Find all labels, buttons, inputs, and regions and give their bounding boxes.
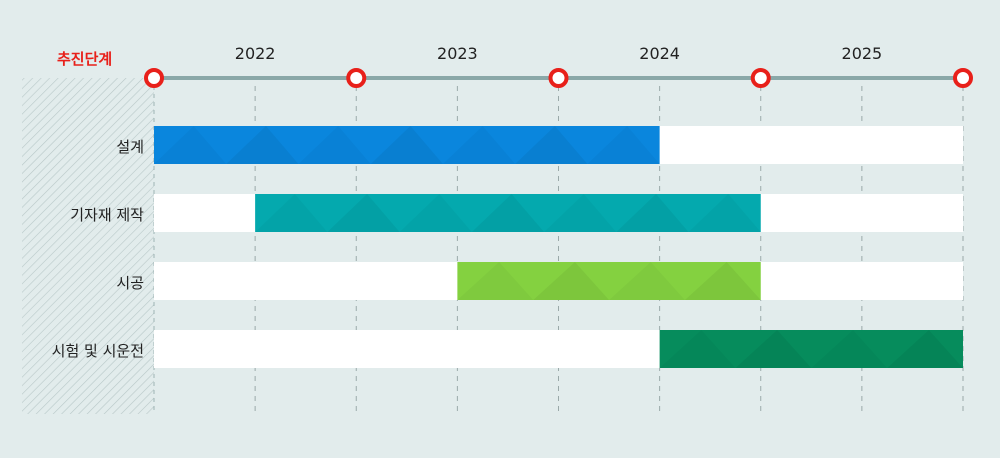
task-bar-facet (887, 330, 963, 368)
task-bar (154, 126, 660, 164)
task-bar-facet (533, 262, 610, 300)
task-bar-facet (684, 262, 761, 300)
task-bar-facet (471, 194, 545, 232)
task-bar-facet (735, 330, 812, 368)
task-bar-facet (616, 194, 689, 232)
year-label: 2024 (639, 44, 680, 63)
task-label: 시공 (116, 274, 144, 292)
task-bar-facet (327, 194, 400, 232)
task-bar (255, 194, 761, 232)
milestone-marker (953, 68, 973, 88)
task-label: 설계 (116, 138, 144, 156)
year-label: 2025 (841, 44, 883, 63)
stage-title: 추진단계 (57, 50, 113, 68)
task-bar-facet (226, 126, 299, 164)
label-panel-hatch (22, 78, 154, 414)
milestone-marker (750, 68, 771, 88)
task-label: 시험 및 시운전 (51, 342, 144, 360)
task-label: 기자재 제작 (70, 206, 144, 224)
task-bar-facet (370, 126, 443, 164)
year-label: 2023 (437, 44, 478, 63)
year-label: 2022 (234, 44, 276, 63)
milestone-marker (144, 68, 164, 88)
milestone-marker (548, 68, 569, 88)
milestone-marker (346, 68, 367, 88)
task-bar (659, 330, 963, 368)
task-bar (457, 262, 761, 300)
task-bar-facet (515, 126, 588, 164)
